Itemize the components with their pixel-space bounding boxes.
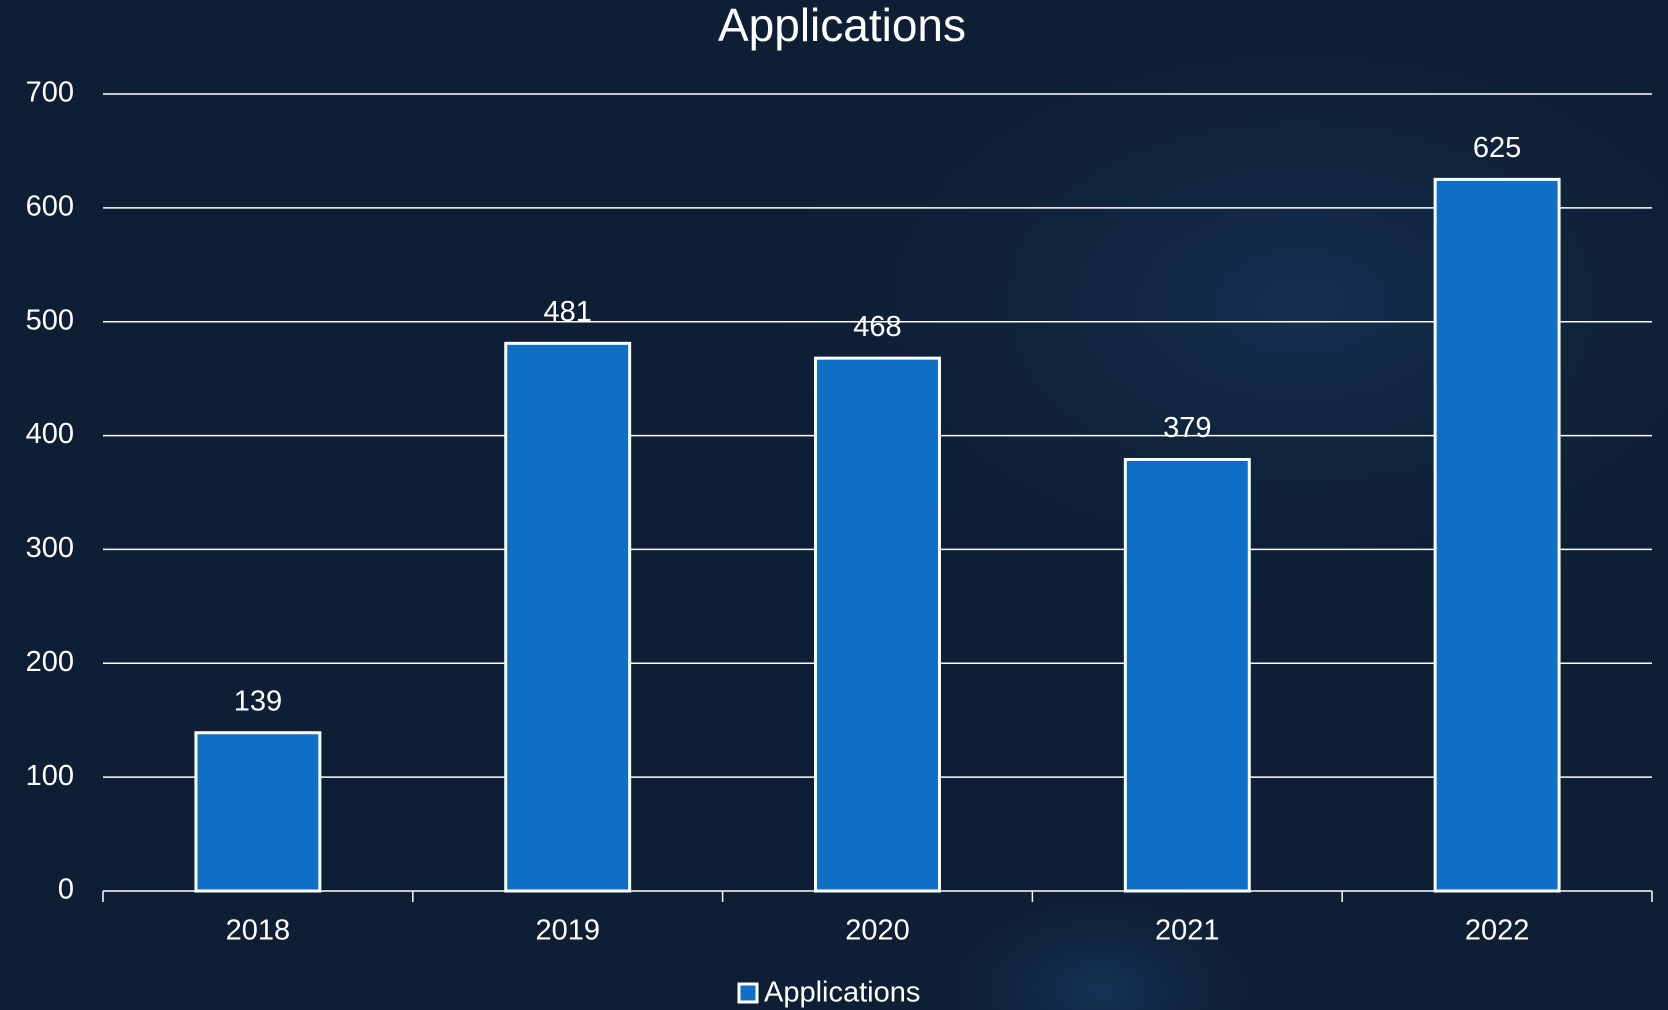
data-label: 139 [234, 685, 282, 717]
data-label: 379 [1163, 412, 1211, 444]
y-tick-label: 100 [26, 760, 74, 792]
x-tick-label: 2020 [845, 915, 910, 947]
data-label: 625 [1473, 132, 1521, 164]
y-tick-label: 400 [26, 418, 74, 450]
data-label: 468 [853, 311, 901, 343]
x-tick-label: 2018 [226, 915, 291, 947]
x-tick-label: 2021 [1155, 915, 1220, 947]
chart-title: Applications [718, 0, 966, 51]
bar [194, 731, 322, 893]
data-label: 481 [544, 296, 592, 328]
x-tick-label: 2019 [535, 915, 600, 947]
y-tick-label: 700 [26, 77, 74, 109]
legend-label: Applications [764, 977, 920, 1009]
bar [814, 356, 941, 893]
y-tick-label: 600 [26, 191, 74, 223]
y-tick-label: 300 [26, 532, 74, 564]
bar [1123, 457, 1251, 893]
y-tick-label: 200 [26, 646, 74, 678]
x-tick-label: 2022 [1465, 915, 1530, 947]
y-tick-label: 500 [26, 304, 74, 336]
bar [504, 341, 632, 893]
y-tick-label: 0 [58, 874, 74, 906]
bar [1433, 177, 1561, 893]
legend-swatch [737, 982, 759, 1004]
